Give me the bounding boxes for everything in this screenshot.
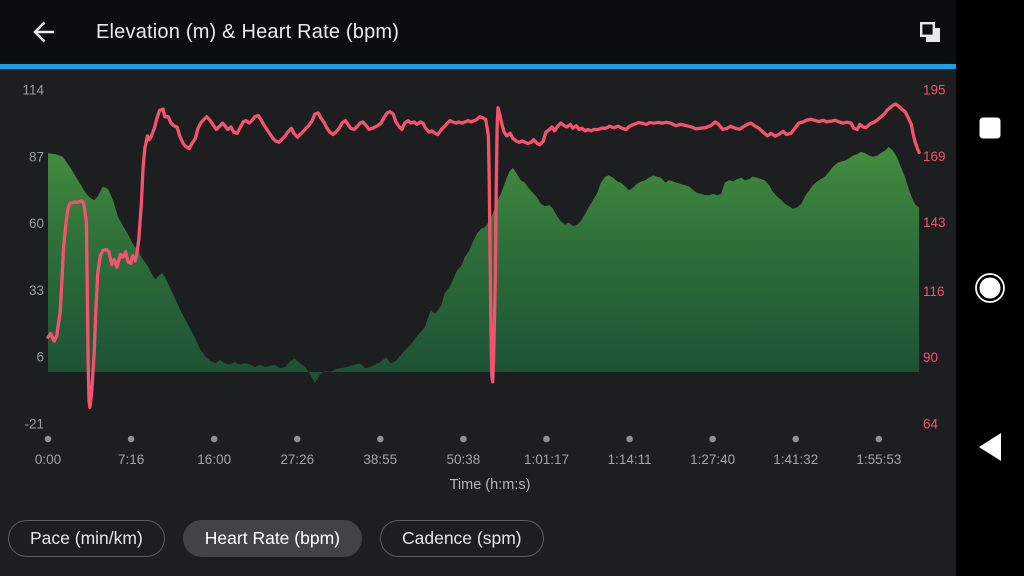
x-axis-tick-label: 1:27:40 [690, 452, 735, 467]
x-axis-title: Time (h:m:s) [450, 477, 531, 493]
heart-rate-axis-label: 195 [923, 83, 946, 98]
x-axis-tick-label: 7:16 [118, 452, 144, 467]
heart-rate-axis-label: 64 [923, 417, 939, 432]
app-bar: Elevation (m) & Heart Rate (bpm) [0, 0, 956, 64]
heart-rate-axis-label: 169 [923, 149, 946, 164]
x-tick-dot [626, 435, 633, 443]
elevation-axis-label: 6 [36, 350, 44, 365]
x-tick-dot [293, 435, 301, 443]
elevation-axis-label: 33 [29, 283, 44, 298]
x-axis-tick-label: 27:26 [280, 452, 314, 467]
x-axis-tick-label: 50:38 [447, 452, 481, 467]
back-nav-button[interactable] [956, 419, 1024, 475]
x-tick-dot [460, 435, 467, 443]
overlapping-windows-icon [919, 21, 940, 42]
home-button[interactable] [956, 260, 1024, 316]
chip-cadence[interactable]: Cadence (spm) [379, 520, 544, 557]
x-axis-tick-label: 38:55 [363, 452, 397, 467]
x-tick-dot [127, 435, 135, 443]
arrow-left-icon [33, 21, 54, 43]
heart-rate-axis-label: 116 [923, 284, 945, 299]
page-title: Elevation (m) & Heart Rate (bpm) [96, 20, 400, 43]
x-axis-tick-label: 1:41:32 [773, 452, 818, 467]
elevation-axis-label: -21 [24, 417, 44, 432]
x-axis-tick-label: 1:14:11 [608, 452, 652, 467]
switch-chart-button[interactable] [917, 19, 944, 46]
recents-square-icon [979, 117, 1001, 139]
android-nav-bar [956, 0, 1024, 576]
heart-rate-axis-label: 143 [923, 215, 946, 230]
chip-heart-rate[interactable]: Heart Rate (bpm) [182, 520, 362, 557]
elevation-heart-rate-chart: 114 87 60 33 6 -21 195 169 143 116 90 64 0:00 7:16 16:… [22, 83, 946, 494]
heart-rate-line-series [46, 102, 921, 410]
elevation-area-series [48, 146, 920, 384]
back-button[interactable] [24, 16, 56, 48]
elevation-axis-label: 87 [29, 149, 44, 164]
back-triangle-icon [979, 433, 1001, 461]
chip-pace[interactable]: Pace (min/km) [8, 520, 165, 557]
accent-divider [0, 64, 956, 69]
elevation-axis-label: 60 [29, 216, 44, 231]
x-tick-dot [543, 435, 550, 443]
x-tick-dot [875, 435, 883, 443]
elevation-axis-label: 114 [22, 83, 44, 98]
heart-rate-axis-label: 90 [923, 350, 938, 365]
home-circle-icon [975, 273, 1005, 303]
metric-chip-row: Pace (min/km) Heart Rate (bpm) Cadence (… [8, 520, 544, 557]
x-tick-dot [709, 435, 716, 443]
x-axis-tick-label: 0:00 [35, 452, 61, 467]
x-tick-dot [792, 435, 800, 443]
x-tick-dot [44, 435, 52, 443]
x-axis-tick-label: 1:01:17 [524, 452, 569, 467]
x-tick-dot [210, 435, 218, 443]
x-axis-tick-label: 16:00 [197, 452, 231, 467]
recents-button[interactable] [956, 100, 1024, 156]
x-tick-dot [377, 435, 384, 443]
x-axis-tick-label: 1:55:53 [856, 452, 901, 467]
activity-chart-screen: 114 87 60 33 6 -21 195 169 143 116 90 64 0:00 7:16 16:… [0, 0, 956, 576]
